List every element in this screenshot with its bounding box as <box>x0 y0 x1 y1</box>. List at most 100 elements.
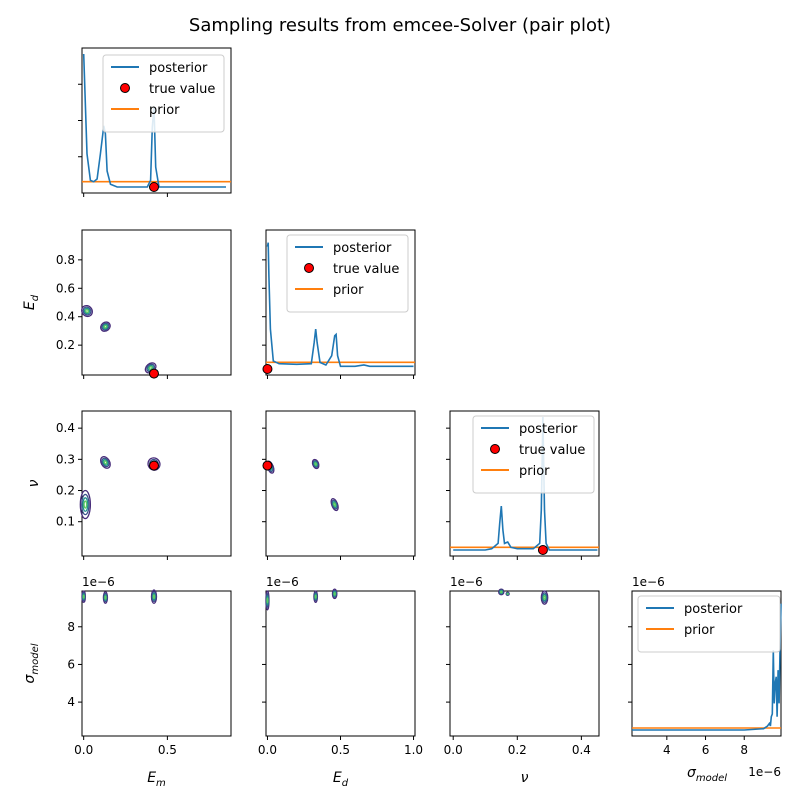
y-tick-label-panel-sigma-Em-1: 6 <box>67 657 75 671</box>
x-tick-label-panel-sigma-nu-0: 0.0 <box>444 743 463 757</box>
true-value-marker-Ed_Em <box>148 368 159 379</box>
contour-nu_Em-1-1 <box>101 457 110 468</box>
contour-nu_Ed-2-3 <box>333 502 337 507</box>
contour-sigma_nu-0-0 <box>498 588 505 596</box>
contour-nu_Ed-1-0 <box>311 458 320 470</box>
panel-sigma-Em: 0.0 0.5 4 6 8 1e−6 <box>67 575 232 757</box>
legend-Ed-label-prior: prior <box>333 283 364 298</box>
contour-Ed_Em-1-1 <box>101 322 110 331</box>
sci-offset-panel-sigma-sigma: 1e−6 <box>632 575 665 589</box>
panel-nu-Ed <box>262 410 416 560</box>
sci-offset-x-sigma: 1e−6 <box>748 765 781 779</box>
contour-nu_Em-0-2 <box>82 497 89 512</box>
contour-sigma_nu-1-1 <box>541 592 548 603</box>
y-tick-label-panel-Ed-Em-2: 0.6 <box>56 281 75 295</box>
posterior-line-sigma <box>632 603 782 731</box>
x-tick-label-panel-sigma-Ed-0: 0.0 <box>258 743 277 757</box>
contour-sigma_nu-0-3 <box>499 590 503 594</box>
panel-sigma-Ed-frame <box>265 590 416 737</box>
panel-sigma-nu: 0.0 0.2 0.4 1e−6 <box>444 575 600 757</box>
legend-nu-label-prior: prior <box>519 464 550 479</box>
legend-Ed-swatch-true-value <box>304 263 314 273</box>
contour-sigma_nu-1-0 <box>540 590 549 605</box>
legend-Em-label-prior: prior <box>149 103 180 118</box>
y-tick-label-panel-Ed-Em-1: 0.4 <box>56 310 75 324</box>
chart-title: Sampling results from emcee-Solver (pair… <box>189 15 611 36</box>
contour-nu_Ed-2-1 <box>331 499 338 510</box>
x-tick-label-panel-sigma-Ed-2: 1.0 <box>404 743 423 757</box>
y-axis-label-Ed: Ed <box>22 294 41 310</box>
legend-Ed-label-posterior: posterior <box>333 241 392 256</box>
x-axis-label-Em-text: Em <box>147 770 166 789</box>
posterior-line-nu <box>453 416 598 551</box>
panel-nu-Ed-frame <box>265 410 416 557</box>
panel-sigma-Em-frame <box>81 590 232 737</box>
x-tick-label-panel-sigma-nu-1: 0.2 <box>508 743 527 757</box>
contour-sigma_Em-0-3 <box>82 594 85 599</box>
legend-nu-label-posterior: posterior <box>519 422 578 437</box>
legend-Em-label-true-value: true value <box>149 82 215 97</box>
y-tick-label-panel-nu-Em-2: 0.3 <box>56 452 75 466</box>
y-axis-label-nu: ν <box>26 479 42 487</box>
contour-nu_Ed-1-1 <box>312 460 319 468</box>
y-tick-label-panel-nu-Em-1: 0.2 <box>56 484 75 498</box>
contour-nu_Em-1-0 <box>100 456 111 469</box>
contour-sigma_Ed-0-3 <box>266 597 269 604</box>
x-axis-label-Ed: Ed <box>333 770 349 789</box>
y-tick-label-panel-Ed-Em-0: 0.2 <box>56 338 75 352</box>
contour-Ed_Em-0-2 <box>83 307 91 315</box>
y-tick-label-panel-nu-Em-3: 0.4 <box>56 421 75 435</box>
contour-Ed_Em-0-0 <box>81 304 93 318</box>
contour-nu_Em-0-0 <box>79 489 92 520</box>
panel-sigma-nu-frame <box>449 590 600 737</box>
x-axis-label-Ed-text: Ed <box>333 770 349 789</box>
contour-sigma_nu-1-3 <box>543 595 546 600</box>
y-axis-label-sigma-text: σmodel <box>22 643 41 683</box>
x-tick-label-panel-sigma-sigma-2: 8 <box>740 743 748 757</box>
legend-Em-label-posterior: posterior <box>149 61 208 76</box>
contour-sigma_nu-2-3 <box>506 592 509 595</box>
contour-Ed_Em-0-3 <box>85 309 89 314</box>
true-value-marker-nu_Ed <box>262 460 273 471</box>
legend-Ed-label-true-value: true value <box>333 262 399 277</box>
contour-sigma_Ed-1-3 <box>314 594 317 599</box>
x-tick-label-panel-sigma-sigma-1: 6 <box>702 743 710 757</box>
x-tick-label-panel-sigma-Ed-1: 0.5 <box>331 743 350 757</box>
contour-sigma_Ed-2-3 <box>333 591 336 596</box>
contour-Ed_Em-1-2 <box>102 323 109 330</box>
legend-sigma-box <box>637 595 781 653</box>
sci-offset-panel-sigma-Em: 1e−6 <box>82 575 115 589</box>
contour-nu_Em-0-1 <box>81 493 90 516</box>
contour-Ed_Em-1-3 <box>103 324 108 329</box>
legend-nu-swatch-true-value <box>490 444 500 454</box>
x-axis-label-nu: ν <box>521 770 529 786</box>
contour-nu_Ed-2-0 <box>330 497 339 512</box>
sci-offset-panel-sigma-Ed: 1e−6 <box>266 575 299 589</box>
contour-sigma_Em-2-3 <box>152 594 156 599</box>
x-tick-label-panel-sigma-Em-1: 0.5 <box>158 743 177 757</box>
panel-Ed-Em: 0.2 0.4 0.6 0.8 <box>56 229 232 379</box>
y-tick-label-panel-sigma-Em-2: 8 <box>67 620 75 634</box>
true-value-marker-Ed <box>262 364 273 374</box>
true-value-marker-Em <box>148 182 159 192</box>
contour-sigma_Em-1-3 <box>104 595 107 600</box>
x-axis-label-Em: Em <box>147 770 166 789</box>
posterior-line-Ed <box>266 242 414 368</box>
contour-nu_Em-0-3 <box>83 500 88 509</box>
true-value-marker-nu <box>537 545 548 555</box>
x-tick-label-panel-sigma-Em-0: 0.0 <box>74 743 93 757</box>
legend-sigma-label-posterior: posterior <box>684 602 743 617</box>
legend-Ed-box <box>286 234 409 313</box>
x-axis-label-sigma-text: σmodel <box>687 765 727 784</box>
posterior-line-Em <box>82 53 226 188</box>
sci-offset-panel-sigma-nu: 1e−6 <box>450 575 483 589</box>
contour-nu_Ed-2-2 <box>332 501 337 509</box>
panel-nu-Em-frame <box>81 410 232 557</box>
y-axis-label-Ed-text: Ed <box>22 294 41 310</box>
panel-sigma-Ed: 0.0 0.5 1.0 1e−6 <box>258 575 423 757</box>
contour-nu_Em-1-2 <box>102 459 109 466</box>
panel-Ed-Em-frame <box>81 229 232 376</box>
y-axis-label-nu-text: ν <box>26 479 42 487</box>
contour-nu_Ed-1-2 <box>313 461 318 467</box>
contour-Ed_Em-1-0 <box>100 321 111 332</box>
